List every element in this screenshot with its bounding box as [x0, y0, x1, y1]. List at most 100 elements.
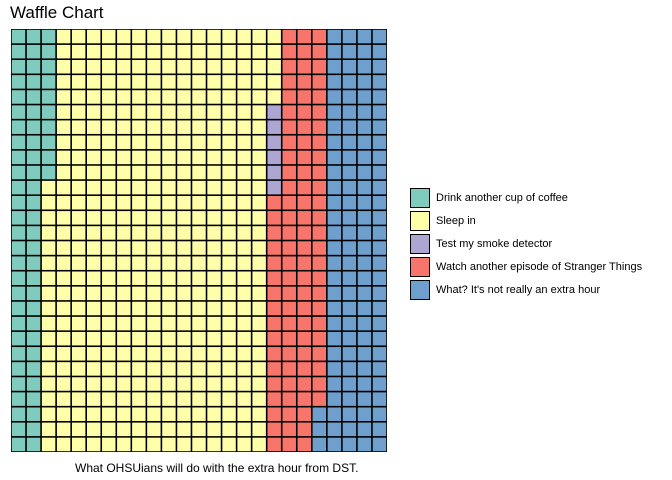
waffle-cell	[56, 256, 71, 270]
waffle-cell	[41, 347, 56, 361]
waffle-cell	[207, 286, 221, 301]
waffle-cell	[297, 195, 311, 210]
waffle-cell	[71, 362, 86, 376]
waffle-cell	[297, 90, 311, 104]
waffle-cell	[282, 316, 296, 331]
waffle-cell	[117, 407, 131, 421]
legend: Drink another cup of coffee Sleep in Test …	[410, 186, 642, 301]
waffle-cell	[11, 29, 26, 44]
waffle-cell	[87, 60, 101, 74]
waffle-cell	[357, 437, 372, 452]
waffle-cell	[327, 316, 342, 331]
waffle-cell	[297, 105, 311, 119]
waffle-cell	[102, 195, 116, 210]
waffle-cell	[297, 44, 311, 59]
waffle-cell	[252, 165, 266, 180]
waffle-cell	[252, 407, 266, 421]
waffle-cell	[56, 60, 71, 74]
waffle-cell	[192, 90, 206, 104]
waffle-cell	[297, 120, 311, 134]
waffle-cell	[327, 241, 342, 255]
waffle-cell	[327, 60, 342, 74]
waffle-cell	[71, 286, 86, 301]
waffle-cell	[87, 75, 101, 89]
waffle-cell	[71, 331, 86, 346]
waffle-cell	[252, 271, 266, 286]
waffle-cell	[297, 135, 311, 150]
waffle-cell	[26, 135, 41, 150]
waffle-cell	[222, 120, 236, 134]
waffle-cell	[267, 256, 281, 270]
waffle-cell	[87, 150, 101, 165]
waffle-cell	[102, 347, 116, 361]
waffle-cell	[267, 195, 281, 210]
waffle-cell	[56, 105, 71, 119]
waffle-cell	[87, 286, 101, 301]
legend-swatch	[410, 279, 430, 300]
legend-item: Watch another episode of Stranger Things	[410, 255, 642, 278]
waffle-cell	[132, 392, 146, 406]
waffle-cell	[132, 347, 146, 361]
waffle-cell	[327, 271, 342, 286]
waffle-cell	[282, 377, 296, 391]
chart-caption: What OHSUians will do with the extra hou…	[75, 461, 359, 475]
waffle-cell	[342, 256, 357, 270]
waffle-cell	[192, 271, 206, 286]
waffle-cell	[312, 301, 327, 316]
waffle-cell	[11, 165, 26, 180]
waffle-cell	[312, 316, 327, 331]
waffle-cell	[87, 241, 101, 255]
waffle-cell	[71, 150, 86, 165]
waffle-cell	[192, 377, 206, 391]
waffle-cell	[11, 392, 26, 406]
waffle-cell	[312, 226, 327, 240]
waffle-cell	[222, 180, 236, 195]
waffle-cell	[41, 316, 56, 331]
waffle-cell	[297, 422, 311, 437]
waffle-cell	[117, 301, 131, 316]
waffle-cell	[192, 331, 206, 346]
waffle-cell	[192, 105, 206, 119]
waffle-cell	[207, 241, 221, 255]
waffle-cell	[26, 377, 41, 391]
waffle-cell	[147, 29, 161, 44]
waffle-cell	[297, 75, 311, 89]
waffle-cell	[252, 241, 266, 255]
waffle-cell	[87, 331, 101, 346]
waffle-cell	[237, 180, 251, 195]
waffle-cell	[162, 75, 176, 89]
waffle-cell	[252, 44, 266, 59]
waffle-cell	[267, 347, 281, 361]
waffle-cell	[207, 271, 221, 286]
waffle-cell	[312, 180, 327, 195]
waffle-cell	[102, 75, 116, 89]
waffle-cell	[357, 407, 372, 421]
waffle-cell	[372, 331, 387, 346]
waffle-cell	[357, 105, 372, 119]
waffle-cell	[252, 211, 266, 225]
waffle-cell	[177, 165, 191, 180]
waffle-cell	[222, 195, 236, 210]
waffle-cell	[327, 331, 342, 346]
waffle-cell	[327, 29, 342, 44]
waffle-cell	[372, 241, 387, 255]
waffle-cell	[312, 90, 327, 104]
waffle-cell	[177, 29, 191, 44]
waffle-cell	[267, 75, 281, 89]
waffle-cell	[267, 226, 281, 240]
waffle-cell	[297, 362, 311, 376]
waffle-cell	[56, 437, 71, 452]
waffle-cell	[132, 316, 146, 331]
waffle-cell	[207, 150, 221, 165]
waffle-cell	[87, 44, 101, 59]
waffle-cell	[372, 180, 387, 195]
waffle-cell	[11, 301, 26, 316]
waffle-cell	[71, 120, 86, 134]
waffle-cell	[342, 44, 357, 59]
waffle-cell	[11, 90, 26, 104]
waffle-cell	[162, 347, 176, 361]
waffle-cell	[327, 135, 342, 150]
waffle-cell	[357, 347, 372, 361]
waffle-cell	[41, 407, 56, 421]
waffle-cell	[282, 75, 296, 89]
